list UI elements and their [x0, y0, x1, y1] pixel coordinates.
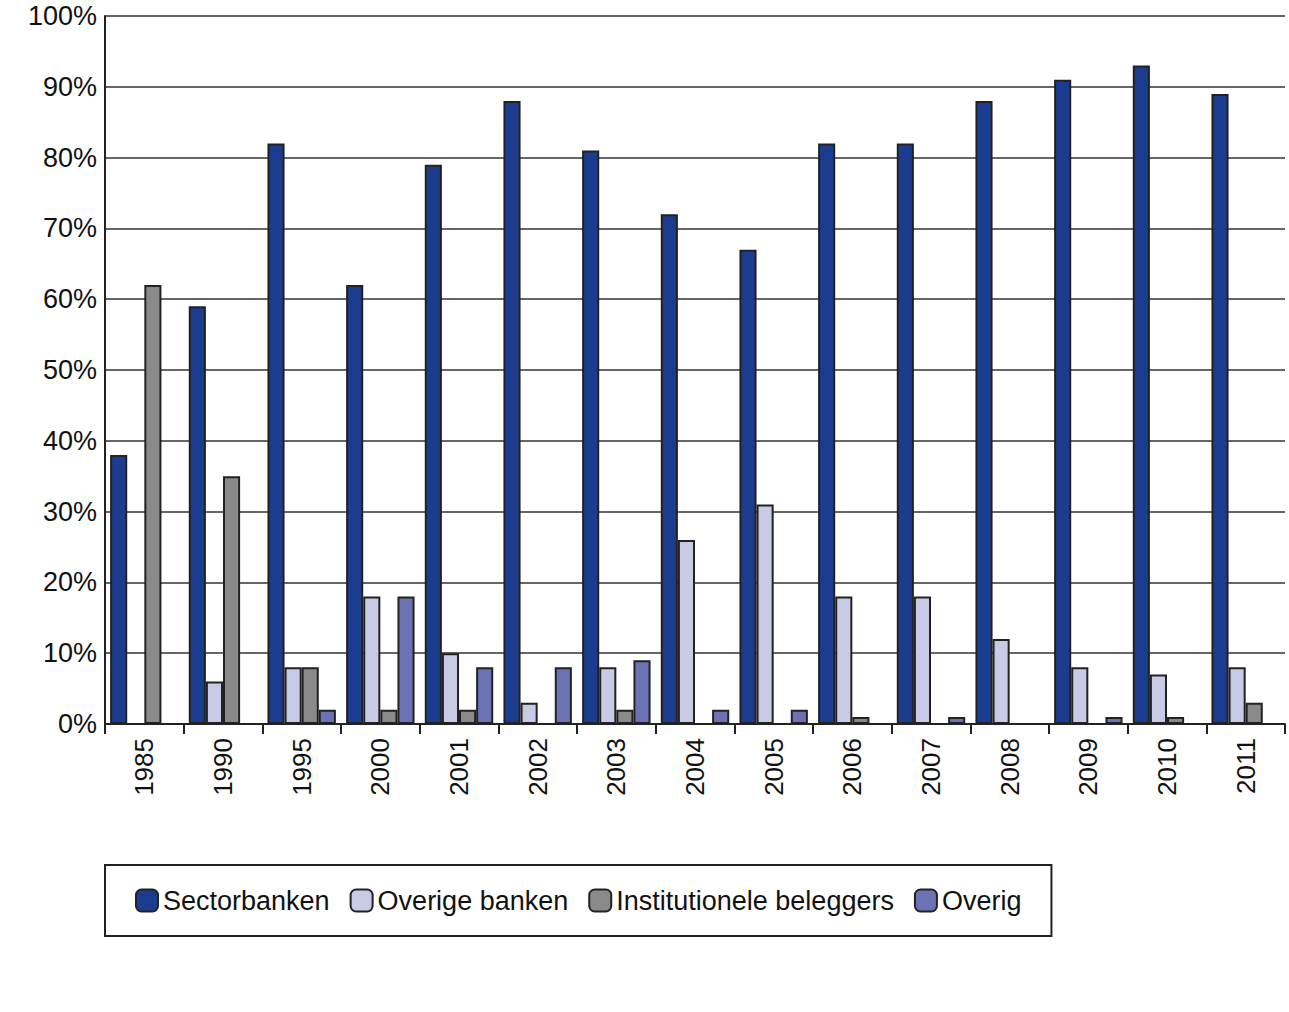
svg-text:1985: 1985 [129, 738, 159, 796]
svg-text:2010: 2010 [1152, 738, 1182, 796]
svg-text:70%: 70% [43, 213, 97, 243]
svg-text:1995: 1995 [287, 738, 317, 796]
svg-text:2000: 2000 [365, 738, 395, 796]
svg-text:30%: 30% [43, 497, 97, 527]
svg-text:2009: 2009 [1073, 738, 1103, 796]
svg-text:60%: 60% [43, 284, 97, 314]
svg-text:2004: 2004 [680, 738, 710, 796]
svg-text:80%: 80% [43, 143, 97, 173]
svg-text:2002: 2002 [523, 738, 553, 796]
svg-text:50%: 50% [43, 355, 97, 385]
svg-text:Sectorbanken: Sectorbanken [163, 886, 330, 916]
svg-text:2007: 2007 [916, 738, 946, 796]
svg-text:2011: 2011 [1231, 738, 1261, 794]
svg-text:2003: 2003 [601, 738, 631, 796]
svg-text:1990: 1990 [208, 738, 238, 796]
svg-text:10%: 10% [43, 638, 97, 668]
svg-text:2008: 2008 [995, 738, 1025, 796]
svg-text:90%: 90% [43, 72, 97, 102]
svg-text:Overig: Overig [942, 886, 1022, 916]
svg-text:2006: 2006 [837, 738, 867, 796]
svg-text:2005: 2005 [759, 738, 789, 796]
svg-text:Overige banken: Overige banken [378, 886, 569, 916]
svg-text:2001: 2001 [444, 738, 474, 796]
svg-text:40%: 40% [43, 426, 97, 456]
svg-text:100%: 100% [28, 1, 97, 31]
svg-text:0%: 0% [58, 709, 97, 739]
svg-text:20%: 20% [43, 567, 97, 597]
svg-text:Institutionele beleggers: Institutionele beleggers [616, 886, 894, 916]
